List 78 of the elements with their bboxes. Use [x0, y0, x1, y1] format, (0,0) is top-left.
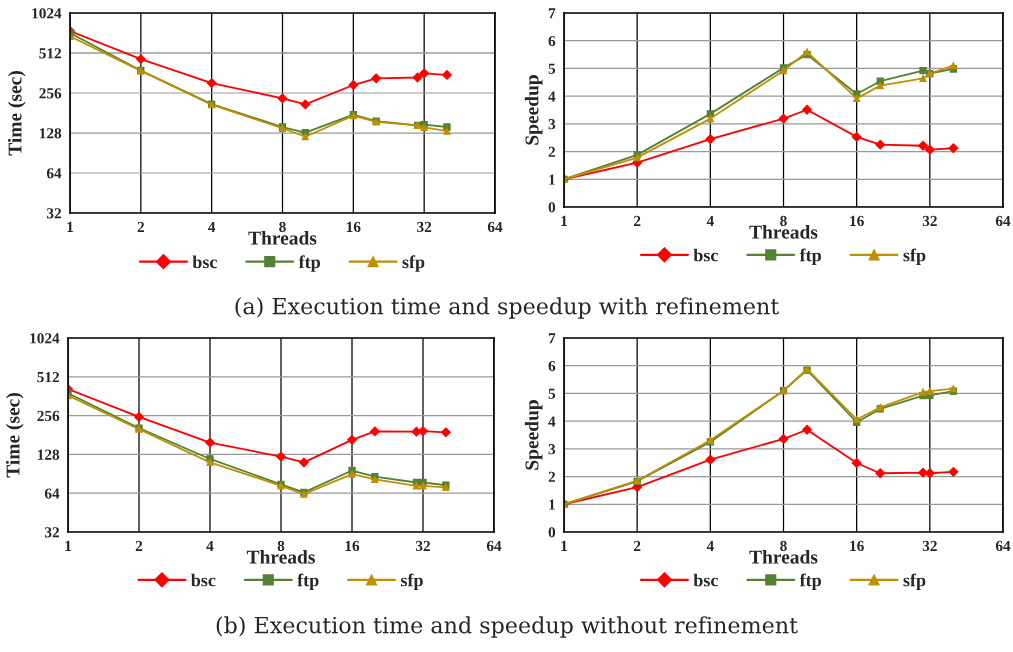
x-tick-label: 64: [995, 540, 1011, 552]
text: (b) Execution time and speedup without refinement: [216, 616, 798, 638]
x-tick-label: 2: [137, 221, 144, 232]
x-tick-label: 2: [135, 540, 143, 551]
y-tick-label: 128: [37, 449, 60, 460]
x-tick-label: 2: [633, 540, 641, 551]
y-tick-label: 32: [44, 527, 60, 538]
y-tick-label: 0: [548, 202, 556, 213]
y-tick-label: 1: [549, 174, 555, 185]
legend-label: ftp: [297, 573, 319, 591]
y-tick-label: 4: [548, 416, 556, 427]
y-axis-title: Time (sec): [7, 71, 26, 156]
y-tick-label: 2: [548, 471, 556, 482]
x-tick-label: 32: [922, 540, 937, 552]
y-tick-label: 5: [548, 388, 556, 399]
x-axis-title: Threads: [749, 225, 818, 239]
legend-label: sfp: [401, 573, 423, 591]
y-tick-label: 2: [548, 146, 556, 157]
legend-label: sfp: [903, 573, 926, 591]
legend-label: ftp: [298, 255, 320, 272]
y-tick-label: 128: [39, 128, 62, 139]
y-tick-label: 32: [46, 208, 62, 219]
legend-label: ftp: [799, 573, 821, 591]
y-tick-label: 3: [548, 119, 556, 130]
y-tick-label: 4: [548, 91, 556, 102]
legend-label: bsc: [192, 255, 217, 269]
x-tick-label: 32: [922, 215, 937, 227]
y-tick-label: 3: [548, 444, 556, 455]
y-tick-label: 256: [39, 88, 62, 99]
y-tick-label: 6: [548, 360, 556, 372]
y-tick-label: 0: [548, 527, 556, 538]
y-tick-label: 1024: [32, 8, 62, 19]
legend-label: bsc: [693, 573, 718, 587]
x-tick-label: 4: [706, 540, 714, 551]
y-axis-title: Speedup: [524, 400, 543, 470]
x-axis-title: Threads: [246, 550, 315, 564]
y-tick-label: 64: [44, 488, 60, 499]
y-tick-label: 6: [548, 35, 556, 47]
x-tick-label: 16: [850, 215, 864, 227]
x-tick-label: 64: [486, 540, 502, 552]
y-tick-label: 7: [548, 8, 556, 19]
y-tick-label: 512: [39, 48, 62, 59]
legend-label: bsc: [693, 248, 718, 262]
x-tick-label: 8: [277, 540, 285, 552]
y-tick-label: 1024: [30, 333, 60, 344]
x-tick-label: 32: [415, 540, 430, 552]
y-tick-label: 1: [549, 499, 555, 510]
legend-label: sfp: [903, 248, 926, 266]
x-tick-label: 8: [780, 540, 787, 552]
x-tick-label: 16: [345, 540, 360, 552]
text: (a) Execution time and speedup with refinement: [235, 297, 780, 319]
y-tick-label: 5: [548, 63, 556, 74]
x-tick-label: 16: [850, 540, 864, 552]
legend-label: ftp: [799, 248, 821, 266]
x-tick-label: 16: [346, 221, 361, 233]
x-tick-label: 64: [995, 215, 1011, 227]
x-tick-label: 1: [65, 540, 72, 551]
x-tick-label: 4: [208, 221, 216, 232]
y-axis-title: Speedup: [524, 75, 543, 145]
x-tick-label: 4: [706, 215, 714, 226]
x-tick-label: 2: [633, 215, 641, 226]
x-tick-label: 32: [417, 221, 432, 233]
x-axis-title: Threads: [749, 550, 818, 564]
x-tick-label: 1: [561, 540, 568, 551]
x-axis-title: Threads: [248, 231, 317, 245]
y-tick-label: 64: [46, 168, 62, 179]
x-tick-label: 8: [279, 221, 286, 233]
y-tick-label: 7: [548, 333, 556, 344]
x-tick-label: 1: [561, 215, 568, 226]
y-tick-label: 512: [37, 371, 60, 383]
x-tick-label: 8: [780, 215, 787, 227]
y-tick-label: 256: [37, 410, 60, 422]
legend-label: sfp: [402, 255, 425, 272]
x-tick-label: 1: [67, 221, 74, 232]
x-tick-label: 64: [487, 221, 503, 233]
legend-label: bsc: [191, 573, 216, 587]
y-axis-title: Time (sec): [5, 393, 24, 478]
x-tick-label: 4: [206, 540, 214, 551]
